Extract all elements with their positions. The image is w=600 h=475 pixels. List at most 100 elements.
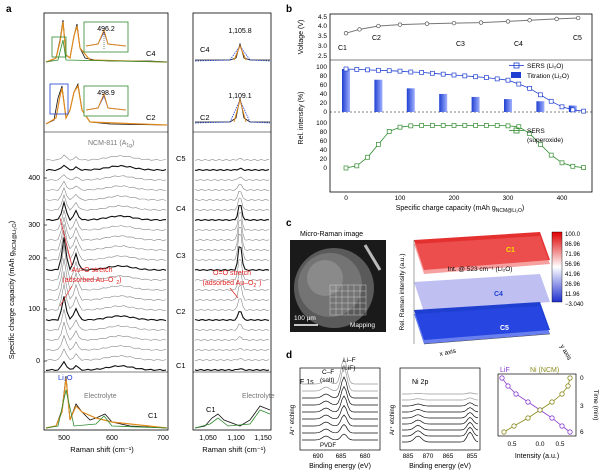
a-top-spectra: 496.2 C4 498.9 C2 — [45, 19, 168, 126]
voltage-point — [343, 31, 349, 36]
svg-text:80: 80 — [320, 129, 328, 136]
svg-text:4.5: 4.5 — [318, 14, 327, 21]
svg-text:500: 500 — [58, 435, 70, 442]
sers-li2o-point — [548, 98, 554, 104]
d-ni2p-label: Ni 2p — [412, 379, 428, 386]
svg-text:C2: C2 — [176, 307, 186, 316]
waterfall-left-trace-13 — [45, 217, 167, 241]
waterfall-left-trace-16 — [45, 193, 167, 211]
voltage-point — [527, 18, 532, 23]
waterfall-right-trace-7 — [194, 284, 270, 301]
d-f-xlabel: Binding energy (eV) — [309, 463, 371, 470]
svg-text:1,150: 1,150 — [254, 435, 272, 442]
electrolyte-left-label: Electrolyte — [84, 393, 117, 400]
sers-superoxide-point — [462, 123, 468, 128]
svg-text:100: 100 — [316, 120, 327, 127]
a-ylabel: Specific charge capacity (mAh gNCM@Li₂O) — [7, 220, 18, 359]
lif-point — [559, 423, 565, 429]
waterfall-right-trace-11 — [194, 234, 270, 261]
sers-li2o-point — [473, 74, 478, 80]
sers-li2o-point — [462, 73, 468, 79]
titration-bar — [439, 93, 448, 112]
svg-text:11.96: 11.96 — [565, 292, 580, 298]
sers-li2o-point — [505, 77, 511, 83]
f1s-trace-8 — [302, 356, 378, 385]
ni-point — [525, 415, 531, 421]
waterfall-left-trace-4 — [45, 308, 167, 331]
svg-text:C4: C4 — [494, 291, 503, 298]
waterfall-right-trace-19 — [194, 176, 270, 181]
svg-text:−3.040: −3.040 — [565, 302, 584, 308]
waterfall-left-trace-19 — [45, 174, 167, 181]
sers-li2o-point — [440, 71, 446, 77]
sers-li2o-point — [570, 107, 576, 113]
waterfall-left-trace-6 — [46, 284, 167, 311]
d-etching-label-2: Ar⁺ etching — [389, 405, 396, 435]
svg-text:200: 200 — [449, 195, 460, 202]
waterfall-left-trace-12 — [45, 223, 167, 251]
waterfall-left-trace-20 — [45, 164, 167, 172]
svg-text:1,100: 1,100 — [227, 435, 245, 442]
svg-text:855: 855 — [467, 453, 478, 460]
b-sers-superoxide-series — [343, 123, 586, 171]
svg-text:0: 0 — [580, 375, 584, 382]
waterfall-left-trace-8 — [45, 258, 167, 291]
svg-text:56.96: 56.96 — [565, 262, 581, 268]
sers-li2o-point — [527, 85, 532, 91]
sers-superoxide-point — [419, 123, 424, 128]
colorbar-ticks: 100.0 86.96 71.96 56.96 41.96 26.96 11.9… — [565, 232, 584, 308]
d-ni2p-spectra — [402, 392, 479, 443]
b-xticks: 0 100 200 300 400 — [344, 195, 568, 202]
ni2p-trace-7 — [402, 397, 479, 401]
waterfall-right-trace-16 — [194, 197, 270, 211]
svg-text:600: 600 — [106, 435, 118, 442]
titration-bar — [374, 79, 383, 112]
ni-point — [511, 423, 517, 429]
a-c2-right-label: C2 — [200, 113, 210, 122]
voltage-point — [424, 21, 430, 26]
d-lif-legend: LiF — [500, 367, 510, 374]
scale-bar-label: 100 μm — [294, 315, 316, 322]
sers-li2o-point — [354, 67, 360, 72]
titration-bar — [504, 99, 512, 112]
b-legend: SERS (Li₂O) Titration (Li₂O) SERS (super… — [509, 62, 569, 144]
waterfall-right-trace-9 — [194, 259, 270, 281]
sers-superoxide-point — [538, 142, 543, 147]
a-c1-bottom-left: C1 — [148, 411, 158, 420]
svg-text:60: 60 — [320, 82, 328, 89]
sers-li2o-point — [343, 66, 349, 72]
svg-text:865: 865 — [443, 453, 454, 460]
f1s-trace-7 — [302, 366, 378, 392]
svg-text:C5: C5 — [500, 325, 509, 332]
sers-li2o-point — [386, 68, 392, 74]
lif-point — [505, 383, 511, 389]
ni-point — [565, 383, 571, 389]
sers-li2o-point — [538, 92, 543, 98]
svg-text:60: 60 — [320, 138, 328, 145]
waterfall-left-trace-18 — [45, 180, 167, 191]
ni2p-trace-2 — [402, 421, 479, 431]
voltage-point — [478, 20, 484, 25]
waterfall-right-trace-18 — [194, 184, 269, 191]
sers-superoxide-point — [430, 123, 435, 128]
a-left-frame — [43, 12, 169, 431]
voltage-point — [376, 23, 381, 29]
sers-li2o-point — [581, 108, 586, 114]
ni2p-trace-8 — [402, 392, 479, 395]
b-voltage-points: C1 C2 C3 C4 C5 — [338, 35, 582, 52]
d-f1s-frame — [299, 367, 381, 451]
right-c4-value: 1,105.8 — [228, 28, 251, 35]
d-ni-xlabel: Binding energy (eV) — [409, 463, 471, 470]
d-pvdf-label: PVDF — [320, 443, 336, 449]
sers-superoxide-point — [473, 123, 478, 128]
ni2p-trace-1 — [402, 426, 479, 437]
electrolyte-right-label: Electrolyte — [242, 393, 275, 400]
svg-text:71.96: 71.96 — [565, 252, 581, 258]
a-annotations: Au=O stretch (adsorbed Au–O−2) O=O stret… — [62, 267, 261, 289]
svg-text:690: 690 — [313, 453, 324, 460]
svg-text:C3: C3 — [176, 251, 186, 260]
svg-text:C1: C1 — [338, 45, 347, 52]
waterfall-right-trace-4 — [194, 323, 270, 331]
sers-superoxide-point — [397, 124, 403, 130]
b-frame — [329, 13, 593, 193]
